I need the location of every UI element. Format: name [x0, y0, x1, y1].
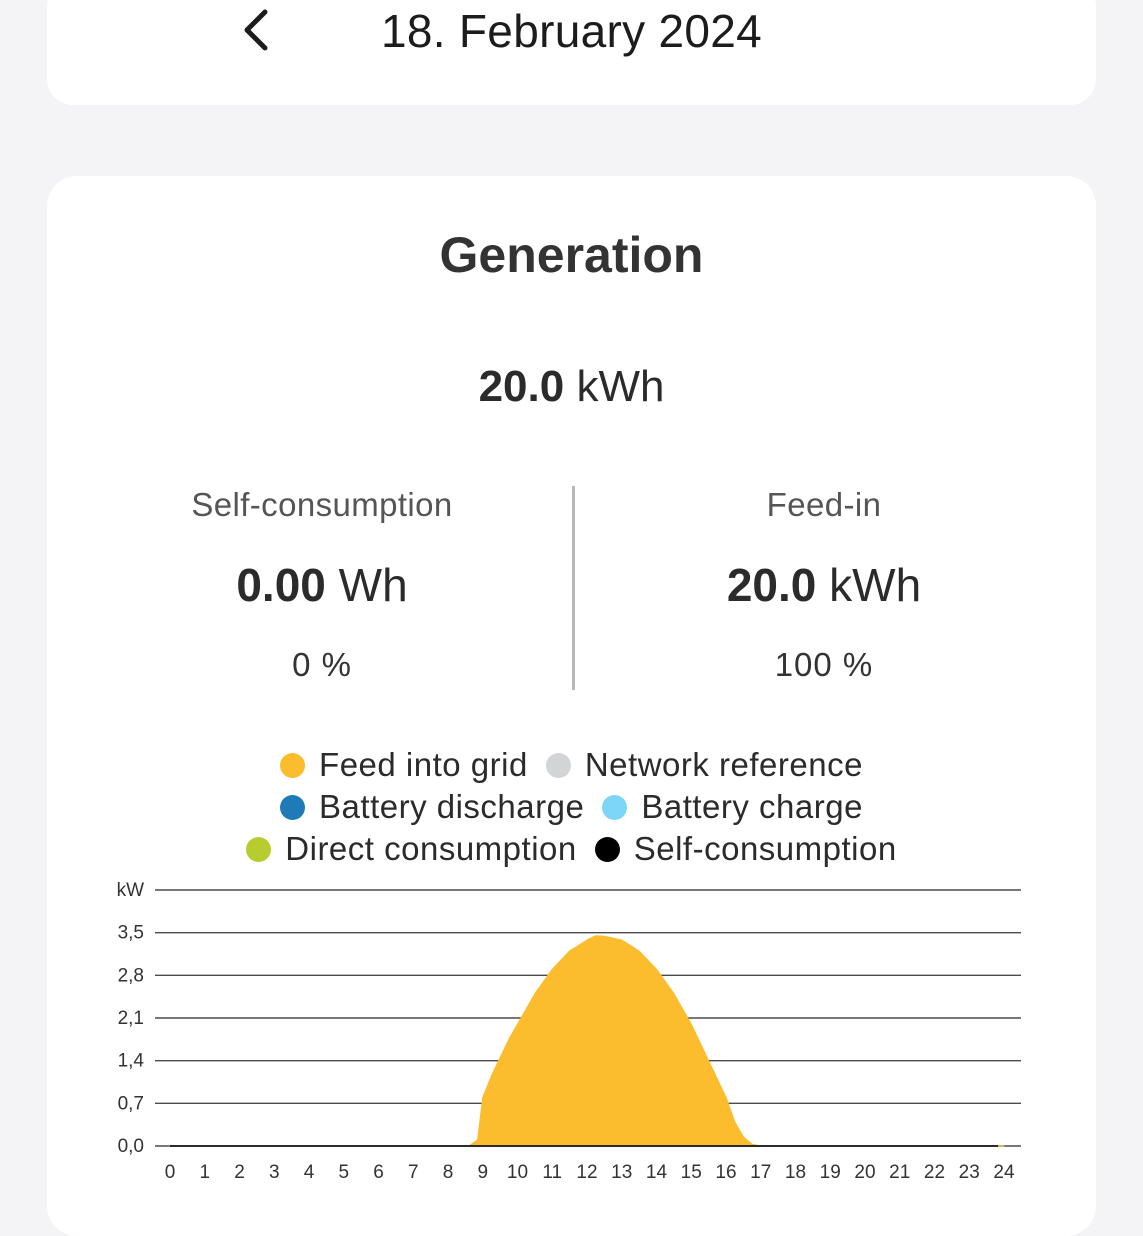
x-tick-label: 3	[269, 1162, 280, 1183]
legend-item-battery-discharge[interactable]: Battery discharge	[280, 788, 584, 826]
feed-in-percent: 100 %	[774, 646, 874, 683]
x-tick-label: 10	[507, 1162, 528, 1183]
x-tick-label: 14	[646, 1162, 668, 1183]
x-tick-label: 17	[750, 1162, 771, 1183]
back-button[interactable]	[232, 0, 280, 60]
legend-label: Battery discharge	[319, 788, 585, 825]
x-tick-label: 6	[373, 1162, 384, 1183]
page-title: 18. February 2024	[380, 5, 762, 57]
y-tick-label: 0,0	[118, 1136, 144, 1157]
legend-item-network-reference[interactable]: Network reference	[545, 746, 863, 784]
legend-dot	[280, 752, 306, 778]
feed-in-label: Feed-in	[766, 486, 882, 523]
legend-dot	[246, 836, 272, 862]
header-card: 18. February 2024	[47, 0, 1096, 105]
legend-label: Feed into grid	[319, 746, 528, 783]
legend-row: Direct consumption Self-consumption	[47, 828, 1096, 870]
x-tick-label: 11	[542, 1162, 562, 1183]
x-tick-label: 1	[199, 1162, 210, 1183]
legend-item-feed-into-grid[interactable]: Feed into grid	[280, 746, 528, 784]
legend-dot	[280, 794, 306, 820]
feed-in-unit: kWh	[829, 559, 922, 611]
legend-label: Direct consumption	[285, 830, 577, 867]
legend-row: Battery discharge Battery charge	[47, 786, 1096, 828]
self-consumption-label: Self-consumption	[191, 486, 453, 523]
x-tick-label: 4	[304, 1162, 315, 1183]
stat-divider	[572, 486, 575, 690]
x-tick-label: 19	[820, 1162, 841, 1183]
x-tick-label: 2	[234, 1162, 245, 1183]
legend-item-battery-charge[interactable]: Battery charge	[602, 788, 863, 826]
self-consumption-stat: Self-consumption 0.00 Wh 0 %	[72, 486, 572, 684]
total-value: 20.0	[478, 362, 565, 411]
series-area-feed-into-grid	[169, 935, 1005, 1147]
feed-in-value: 20.0 kWh	[574, 558, 1074, 612]
self-consumption-number: 0.00	[236, 559, 326, 611]
x-tick-label: 16	[715, 1162, 736, 1183]
y-tick-label: 1,4	[118, 1051, 145, 1072]
self-consumption-value: 0.00 Wh	[72, 558, 572, 612]
total-generation: 20.0 kWh	[47, 362, 1096, 412]
x-tick-label: 13	[611, 1162, 632, 1183]
legend-dot	[594, 836, 620, 862]
total-unit: kWh	[576, 362, 665, 411]
legend-row: Feed into grid Network reference	[47, 744, 1096, 786]
x-tick-label: 18	[785, 1162, 806, 1183]
feed-in-number: 20.0	[726, 559, 817, 611]
x-tick-label: 24	[993, 1162, 1015, 1183]
y-axis-label: kW	[117, 880, 145, 901]
x-tick-label: 15	[681, 1162, 702, 1183]
y-tick-label: 2,8	[118, 965, 144, 986]
x-tick-label: 7	[408, 1162, 419, 1183]
chevron-left-icon	[244, 9, 268, 51]
y-tick-label: 0,7	[118, 1093, 144, 1114]
legend-dot	[602, 794, 628, 820]
card-title: Generation	[439, 227, 704, 283]
feed-in-stat: Feed-in 20.0 kWh 100 %	[574, 486, 1074, 684]
generation-card: Generation 20.0 kWh Self-consumption 0.0…	[47, 176, 1096, 1236]
x-tick-label: 23	[959, 1162, 980, 1183]
legend-item-self-consumption[interactable]: Self-consumption	[594, 830, 897, 868]
x-tick-label: 5	[338, 1162, 349, 1183]
y-tick-label: 3,5	[118, 923, 144, 944]
x-tick-label: 20	[854, 1162, 875, 1183]
self-consumption-unit: Wh	[338, 559, 408, 611]
legend-label: Network reference	[584, 746, 863, 783]
legend-item-direct-consumption[interactable]: Direct consumption	[246, 830, 576, 868]
y-tick-label: 2,1	[118, 1008, 144, 1029]
x-tick-label: 9	[477, 1162, 488, 1183]
legend-label: Self-consumption	[633, 830, 897, 867]
self-consumption-percent: 0 %	[292, 646, 352, 683]
x-tick-label: 8	[443, 1162, 454, 1183]
chart-legend: Feed into grid Network reference Battery…	[47, 744, 1096, 870]
x-tick-label: 21	[889, 1162, 910, 1183]
x-tick-label: 22	[924, 1162, 945, 1183]
legend-label: Battery charge	[641, 788, 863, 825]
legend-dot	[545, 752, 571, 778]
x-tick-label: 0	[165, 1162, 176, 1183]
x-tick-label: 12	[576, 1162, 597, 1183]
